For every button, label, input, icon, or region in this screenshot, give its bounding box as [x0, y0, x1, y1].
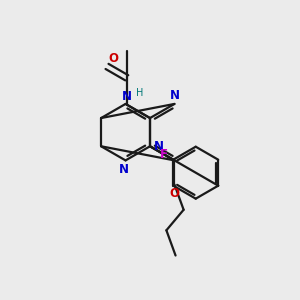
Text: N: N [154, 140, 164, 153]
Text: N: N [169, 89, 179, 102]
Text: O: O [109, 52, 118, 65]
Text: N: N [122, 90, 132, 103]
Text: O: O [169, 187, 179, 200]
Text: H: H [136, 88, 144, 98]
Text: F: F [160, 148, 168, 161]
Text: N: N [119, 163, 129, 176]
